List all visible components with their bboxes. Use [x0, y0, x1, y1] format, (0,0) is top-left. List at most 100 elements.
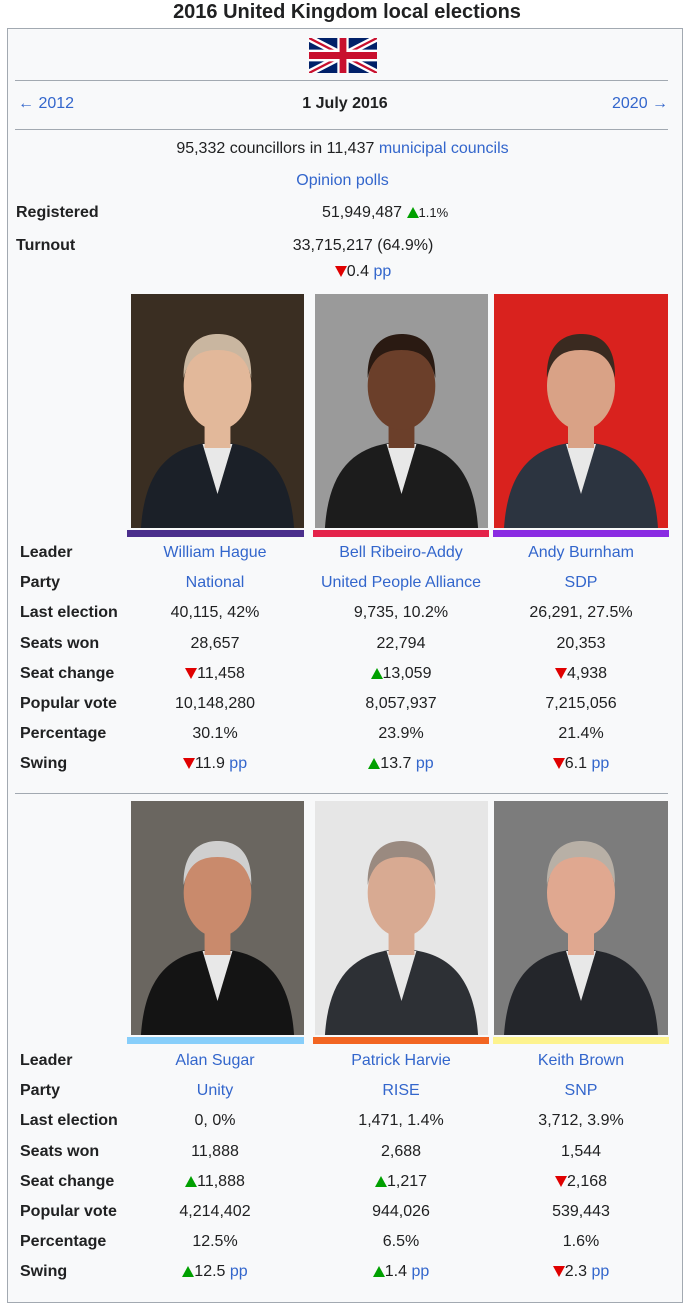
row-label-swing: Swing [20, 755, 68, 773]
increase-arrow-icon [406, 207, 419, 218]
party-color-bar [313, 1037, 489, 1044]
party-color-bar [493, 1037, 669, 1044]
percentage-value: 1.6% [562, 1233, 600, 1251]
pp-link[interactable]: pp [591, 1263, 610, 1281]
increase-arrow-icon [374, 1175, 387, 1187]
candidate-photo[interactable] [131, 294, 304, 528]
seat-change-value: 11,888 [127, 1172, 303, 1192]
leader-link[interactable]: Patrick Harvie [351, 1052, 451, 1069]
swing-value: 6.1 pp [493, 754, 669, 774]
row-label-votes: Popular vote [20, 695, 117, 712]
popular-vote-value: 10,148,280 [174, 695, 256, 712]
increase-arrow-icon [370, 667, 383, 679]
municipal-councils-link[interactable]: municipal councils [378, 140, 509, 157]
seat-change-value: 1,217 [313, 1172, 489, 1192]
row-label-swing: Swing [20, 1263, 68, 1281]
registered-label: Registered [16, 204, 99, 221]
seats-won-value: 11,888 [191, 1142, 239, 1160]
candidate-photo[interactable] [494, 294, 668, 528]
candidate-photo[interactable] [131, 801, 304, 1035]
decrease-arrow-icon [554, 667, 567, 679]
candidate-photo[interactable] [494, 801, 668, 1035]
row-label-change: Seat change [20, 1172, 115, 1190]
party-link[interactable]: SNP [564, 1082, 598, 1100]
decrease-arrow-icon [182, 758, 195, 770]
divider [15, 129, 668, 130]
swing-value: 1.4 pp [313, 1262, 489, 1282]
pp-link[interactable]: pp [229, 755, 248, 773]
seats-won-value: 1,544 [560, 1142, 602, 1160]
pp-link[interactable]: pp [591, 755, 610, 773]
last-election-value: 40,115, 42% [170, 604, 260, 622]
party-link[interactable]: SDP [564, 574, 598, 592]
swing-number: 6.1 [564, 755, 587, 773]
decrease-arrow-icon [334, 266, 347, 277]
leader-link[interactable]: Keith Brown [537, 1052, 625, 1069]
percentage-value: 23.9% [378, 725, 424, 743]
row-label-pct: Percentage [20, 1233, 107, 1251]
turnout-value: 33,715,217 (64.9%) [292, 237, 434, 254]
swing-number: 2.3 [564, 1263, 587, 1281]
party-link[interactable]: Unity [196, 1082, 234, 1100]
last-election-value: 0, 0% [194, 1112, 236, 1130]
last-election-value: 26,291, 27.5% [529, 604, 633, 622]
candidate-photo[interactable] [315, 294, 488, 528]
pp-link[interactable]: pp [415, 755, 434, 773]
opinion-polls-link[interactable]: Opinion polls [296, 172, 389, 189]
leader-link[interactable]: William Hague [163, 544, 267, 561]
decrease-arrow-icon [185, 667, 198, 679]
seat-change-number: 13,059 [382, 664, 432, 682]
swing-value: 2.3 pp [493, 1262, 669, 1282]
portrait-image [504, 841, 658, 1035]
seat-change-value: 4,938 [493, 664, 669, 684]
seat-change-value: 2,168 [493, 1172, 669, 1192]
swing-number: 1.4 [384, 1263, 407, 1281]
seats-won-value: 28,657 [190, 634, 240, 652]
row-label-last: Last election [20, 604, 118, 622]
turnout-change: 0.4 pp [250, 262, 476, 282]
leader-link[interactable]: Andy Burnham [528, 544, 634, 561]
seat-change-value: 13,059 [313, 664, 489, 684]
row-label-last: Last election [20, 1112, 118, 1130]
party-color-bar [313, 530, 489, 537]
leader-link[interactable]: Alan Sugar [175, 1052, 255, 1069]
portrait-image [140, 841, 295, 1035]
seats-won-value: 22,794 [376, 634, 426, 652]
pp-link[interactable]: pp [229, 1263, 248, 1281]
seat-change-value: 11,458 [127, 664, 303, 684]
candidate-photo[interactable] [315, 801, 488, 1035]
registered-value: 51,949,487 1.1% [322, 203, 448, 223]
turnout-change-value: 0.4 [346, 263, 369, 280]
seat-change-number: 11,888 [197, 1172, 245, 1190]
popular-vote-value: 539,443 [552, 1203, 610, 1220]
union-jack-flag-icon[interactable] [309, 38, 377, 73]
swing-value: 12.5 pp [127, 1262, 303, 1282]
registered-change: 1.1% [418, 205, 449, 220]
next-election-link[interactable]: 2020 → [612, 95, 669, 112]
percentage-value: 6.5% [382, 1233, 420, 1251]
row-label-seats: Seats won [20, 1142, 100, 1160]
infobox-title: 2016 United Kingdom local elections [173, 1, 521, 23]
row-label-change: Seat change [20, 664, 115, 682]
popular-vote-value: 4,214,402 [179, 1203, 251, 1220]
portrait-image [324, 841, 479, 1035]
swing-number: 13.7 [380, 755, 412, 773]
party-link[interactable]: United People Alliance [320, 574, 482, 592]
seat-change-number: 11,458 [197, 664, 245, 682]
pp-link[interactable]: pp [411, 1263, 430, 1281]
party-color-bar [127, 1037, 304, 1044]
row-label-leader: Leader [20, 544, 73, 561]
pp-link[interactable]: pp [373, 263, 392, 280]
party-link[interactable]: National [185, 574, 245, 592]
seats-summary-text: 95,332 councillors in 11,437 [176, 140, 379, 157]
swing-number: 12.5 [194, 1263, 226, 1281]
seat-change-number: 1,217 [386, 1172, 428, 1190]
popular-vote-value: 7,215,056 [545, 695, 617, 712]
leader-link[interactable]: Bell Ribeiro-Addy [339, 544, 463, 561]
divider [15, 80, 668, 81]
row-label-seats: Seats won [20, 634, 100, 652]
percentage-value: 12.5% [192, 1233, 238, 1251]
swing-number: 11.9 [194, 755, 225, 773]
party-link[interactable]: RISE [382, 1082, 420, 1100]
prev-election-link[interactable]: ← 2012 [18, 95, 75, 112]
